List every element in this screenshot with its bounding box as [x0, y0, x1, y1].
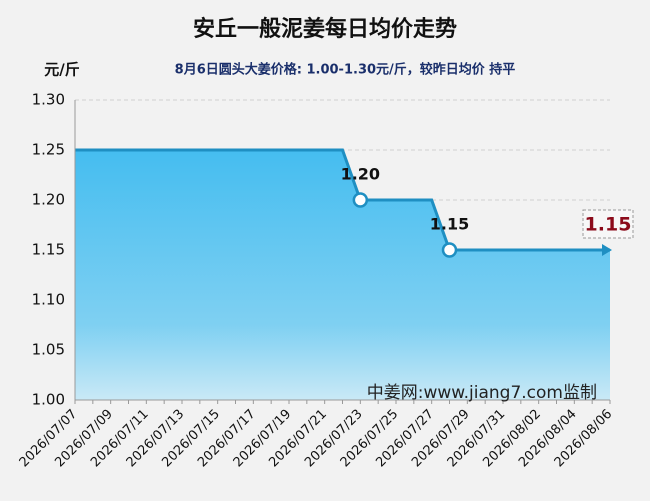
last-value-box [582, 209, 634, 239]
last-value-label: 1.15 [585, 214, 632, 236]
y-tick-label: 1.20 [32, 191, 65, 209]
watermark: 中姜网:www.jiang7.com监制 [367, 383, 597, 403]
y-tick-label: 1.25 [32, 141, 65, 159]
y-tick-label: 1.15 [32, 241, 65, 259]
y-axis-label: 元/斤 [44, 61, 79, 79]
point-marker [352, 192, 369, 208]
data-label: 1.20 [341, 165, 380, 184]
point-marker [441, 242, 458, 258]
chart-title: 安丘一般泥姜每日均价走势 [193, 16, 457, 42]
y-tick-label: 1.10 [32, 291, 65, 309]
y-tick-label: 1.00 [32, 391, 65, 409]
area [75, 150, 610, 400]
subtitle: 8月6日圆头大姜价格: 1.00-1.30元/斤，较昨日均价 持平 [175, 62, 516, 78]
arrow-head [602, 244, 612, 256]
data-label: 1.15 [430, 215, 469, 234]
y-tick-label: 1.30 [32, 91, 65, 109]
line [75, 148, 610, 252]
y-tick-label: 1.05 [32, 341, 65, 359]
